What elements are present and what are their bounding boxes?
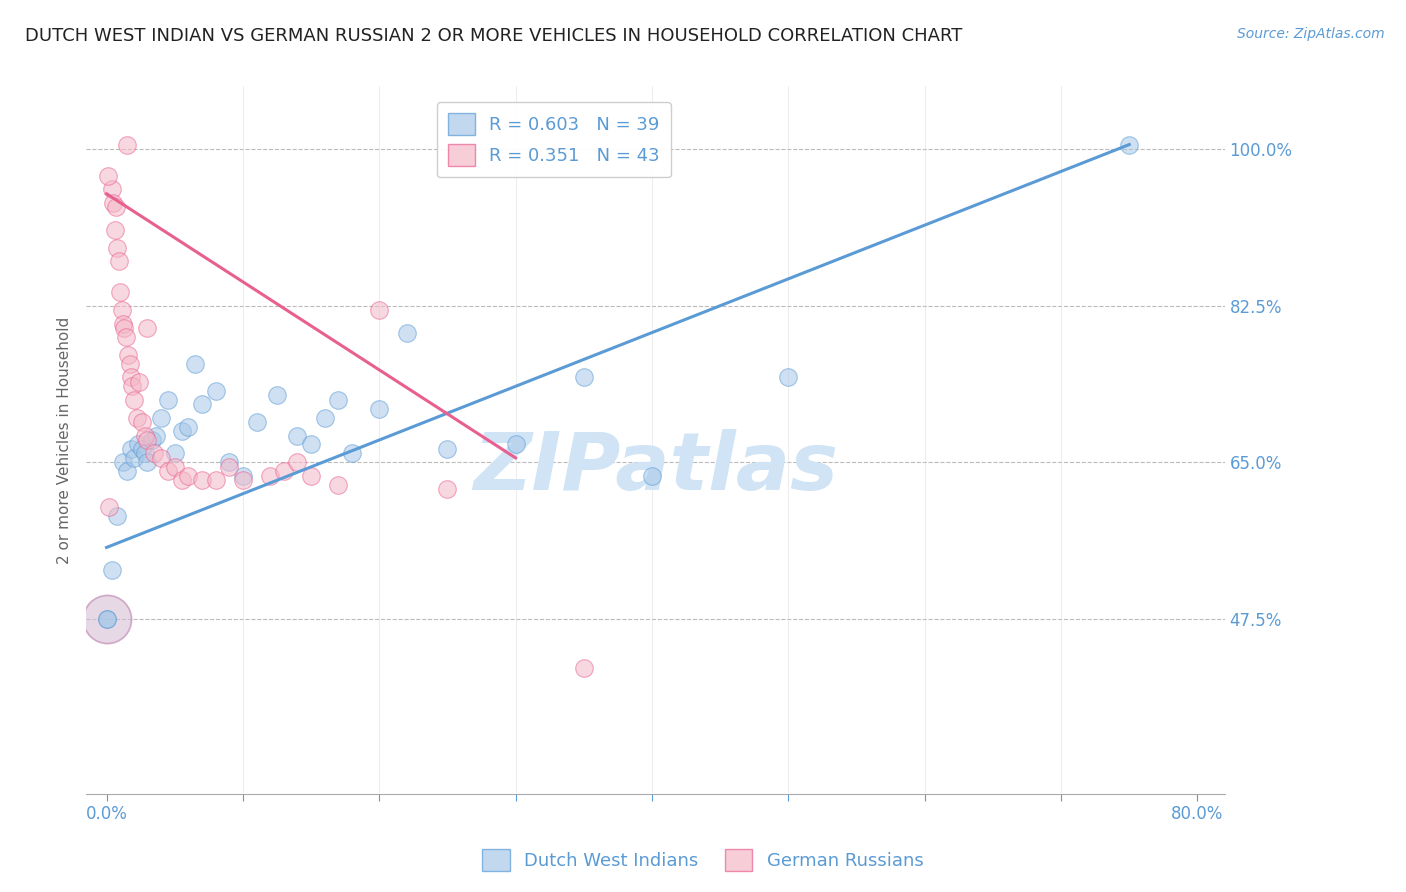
Point: [218, 455, 240, 469]
Point: [572, 661, 595, 675]
Point: [1118, 137, 1140, 152]
Point: [101, 563, 124, 577]
Point: [101, 182, 124, 196]
Point: [145, 428, 167, 442]
Point: [170, 424, 193, 438]
Point: [328, 477, 350, 491]
Point: [96, 612, 118, 626]
Point: [103, 195, 125, 210]
Point: [218, 459, 240, 474]
Point: [97, 169, 120, 183]
Point: [114, 330, 136, 344]
Point: [115, 137, 138, 152]
Point: [125, 410, 148, 425]
Point: [120, 370, 142, 384]
Point: [131, 442, 153, 456]
Point: [340, 446, 363, 460]
Point: [105, 200, 128, 214]
Point: [368, 303, 391, 318]
Point: [134, 428, 156, 442]
Point: [136, 321, 159, 335]
Point: [104, 222, 127, 236]
Point: [122, 392, 145, 407]
Point: [136, 455, 159, 469]
Point: [150, 450, 173, 465]
Point: [328, 392, 350, 407]
Point: [505, 437, 527, 451]
Point: [299, 437, 322, 451]
Point: [266, 388, 288, 402]
Point: [641, 468, 664, 483]
Point: [436, 482, 458, 496]
Point: [110, 303, 132, 318]
Point: [150, 410, 173, 425]
Point: [111, 317, 134, 331]
Point: [127, 437, 149, 451]
Point: [112, 321, 135, 335]
Point: [115, 464, 138, 478]
Point: [232, 473, 254, 487]
Point: [163, 446, 186, 460]
Point: [136, 433, 159, 447]
Legend: R = 0.603   N = 39, R = 0.351   N = 43: R = 0.603 N = 39, R = 0.351 N = 43: [437, 103, 671, 178]
Text: ZIPatlas: ZIPatlas: [472, 429, 838, 508]
Point: [163, 459, 186, 474]
Point: [778, 370, 800, 384]
Point: [98, 500, 121, 515]
Point: [141, 433, 163, 447]
Point: [245, 415, 267, 429]
Point: [177, 419, 200, 434]
Point: [184, 357, 207, 371]
Point: [96, 612, 118, 626]
Point: [259, 468, 281, 483]
Text: DUTCH WEST INDIAN VS GERMAN RUSSIAN 2 OR MORE VEHICLES IN HOUSEHOLD CORRELATION : DUTCH WEST INDIAN VS GERMAN RUSSIAN 2 OR…: [25, 27, 963, 45]
Point: [156, 464, 179, 478]
Point: [177, 468, 200, 483]
Point: [121, 379, 143, 393]
Point: [204, 384, 226, 398]
Point: [572, 370, 595, 384]
Legend: Dutch West Indians, German Russians: Dutch West Indians, German Russians: [475, 842, 931, 879]
Point: [107, 509, 129, 524]
Y-axis label: 2 or more Vehicles in Household: 2 or more Vehicles in Household: [58, 317, 72, 564]
Point: [96, 612, 118, 626]
Point: [395, 326, 418, 340]
Point: [287, 428, 309, 442]
Point: [170, 473, 193, 487]
Point: [96, 612, 118, 626]
Point: [117, 348, 139, 362]
Point: [299, 468, 322, 483]
Point: [232, 468, 254, 483]
Point: [204, 473, 226, 487]
Point: [368, 401, 391, 416]
Point: [118, 357, 141, 371]
Point: [107, 254, 129, 268]
Point: [191, 473, 214, 487]
Point: [436, 442, 458, 456]
Point: [143, 446, 166, 460]
Point: [108, 285, 131, 300]
Point: [122, 450, 145, 465]
Point: [131, 415, 153, 429]
Point: [134, 446, 156, 460]
Point: [107, 240, 129, 254]
Point: [128, 375, 150, 389]
Point: [120, 442, 142, 456]
Point: [156, 392, 179, 407]
Point: [287, 455, 309, 469]
Point: [273, 464, 295, 478]
Point: [191, 397, 214, 411]
Text: Source: ZipAtlas.com: Source: ZipAtlas.com: [1237, 27, 1385, 41]
Point: [111, 455, 134, 469]
Point: [314, 410, 336, 425]
